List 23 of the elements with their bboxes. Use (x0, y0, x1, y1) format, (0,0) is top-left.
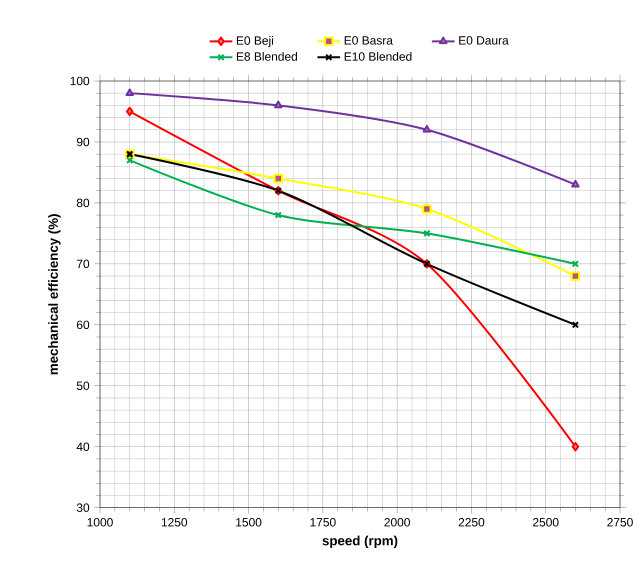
x-tick-label: 2500 (533, 518, 559, 526)
x-tick-label: 1000 (88, 518, 113, 526)
y-tick-label: 60 (76, 320, 90, 330)
x-tick-label: 2750 (607, 518, 633, 526)
legend-label: E10 Blended (344, 52, 412, 61)
y-axis-title: mechanical efficiency (%) (48, 214, 61, 374)
x-tick-label: 1500 (236, 518, 262, 526)
x-tick-label: 1250 (162, 518, 188, 526)
x-tick-label: 1750 (310, 518, 336, 526)
y-tick-label: 30 (76, 503, 90, 512)
y-tick-label: 100 (70, 76, 90, 86)
legend-label: E0 Daura (459, 36, 509, 45)
y-tick-label: 90 (76, 138, 90, 146)
y-tick-label: 50 (76, 382, 90, 390)
x-tick-label: 2000 (384, 518, 410, 526)
legend-label: E0 Beji (236, 36, 274, 48)
x-axis-title: speed (rpm) (322, 536, 398, 548)
y-tick-label: 80 (76, 198, 90, 208)
y-tick-label: 40 (76, 442, 90, 451)
y-tick-label: 70 (76, 260, 90, 268)
x-tick-label: 2250 (458, 518, 484, 526)
legend-label: E8 Blended (236, 52, 297, 61)
legend-label: E0 Basra (344, 36, 393, 45)
